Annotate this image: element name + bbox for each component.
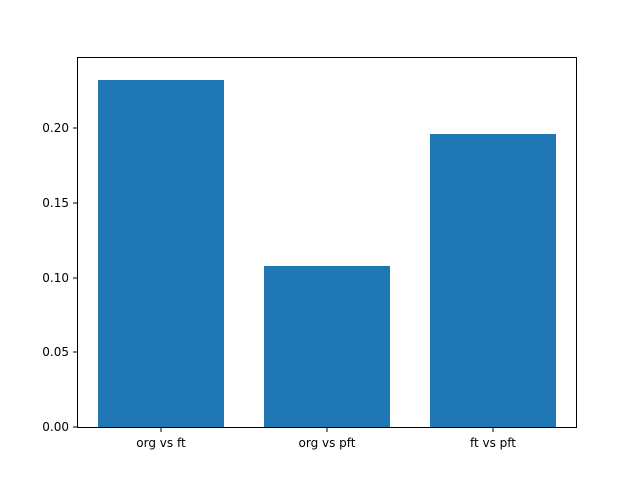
y-tick-label: 0.00 <box>42 420 69 434</box>
axes: 0.00 0.05 0.10 0.15 0.20 org vs ft org vs pft… <box>42 57 577 450</box>
x-tick-label: org vs ft <box>136 436 186 450</box>
y-tick-mark <box>73 127 77 129</box>
x-tick-mark <box>326 428 328 432</box>
bar-slot <box>78 58 244 427</box>
y-tick-mark <box>73 351 77 353</box>
x-tick-label: org vs pft <box>298 436 356 450</box>
y-tick-label: 0.15 <box>42 195 69 210</box>
bar-slot <box>244 58 410 427</box>
bars-container <box>78 58 576 427</box>
bar-slot <box>410 58 576 427</box>
bar-org-vs-ft <box>97 80 225 427</box>
bar-org-vs-pft <box>263 265 391 427</box>
y-tick-label: 0.10 <box>42 270 69 285</box>
y-tick-mark <box>73 277 77 279</box>
x-tick-labels: org vs ft org vs pft ft vs pft <box>78 436 576 450</box>
y-tick-label: 0.20 <box>42 121 69 136</box>
y-tick-label: 0.05 <box>42 345 69 360</box>
bar-ft-vs-pft <box>429 134 557 427</box>
x-tick-mark <box>160 428 162 432</box>
y-tick-mark <box>73 202 77 204</box>
y-tick-mark <box>73 426 77 428</box>
x-tick-mark <box>492 428 494 432</box>
x-tick-label: ft vs pft <box>469 436 517 450</box>
